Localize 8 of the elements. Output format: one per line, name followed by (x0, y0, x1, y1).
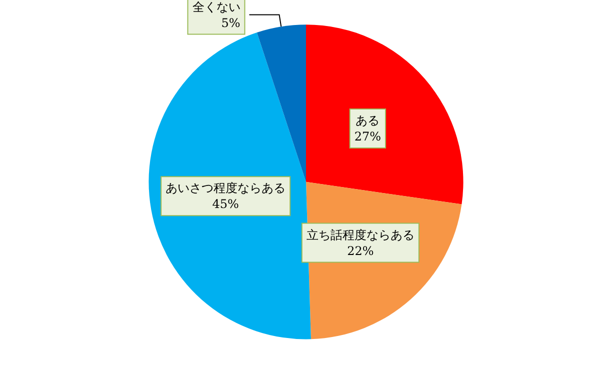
data-label: 5% (221, 16, 240, 30)
slice-label: 全くない (192, 0, 240, 14)
slice-label: ある (356, 113, 380, 128)
data-label: 22% (347, 244, 374, 258)
data-label: 27% (354, 129, 382, 144)
data-label: 45% (212, 197, 239, 212)
slice-label: 立ち話程度ならある (306, 228, 414, 242)
slice-label: あいさつ程度ならある (166, 181, 286, 196)
